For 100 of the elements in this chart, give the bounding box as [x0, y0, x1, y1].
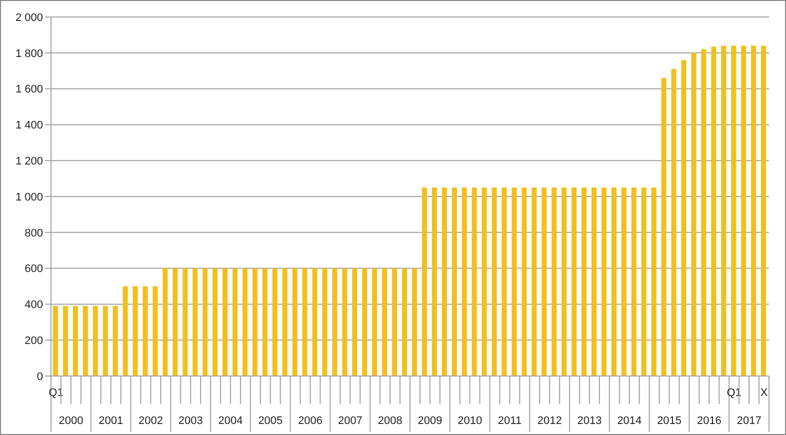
- bar: [372, 268, 378, 376]
- bar: [552, 188, 557, 376]
- bar: [172, 268, 178, 376]
- y-tick-label: 1 600: [15, 84, 43, 96]
- bar: [112, 306, 118, 376]
- bar: [641, 188, 646, 376]
- bar: [502, 188, 507, 376]
- bar: [362, 268, 368, 376]
- bar: [512, 188, 517, 376]
- bar: [601, 188, 606, 376]
- bar: [422, 188, 427, 376]
- bar: [462, 188, 467, 376]
- bar: [532, 188, 537, 376]
- bar: [691, 52, 696, 376]
- text: 2003: [178, 415, 203, 427]
- y-tick-label: 1 400: [15, 120, 43, 132]
- bar: [741, 46, 746, 376]
- bar: [102, 306, 108, 376]
- bar: [252, 268, 258, 376]
- text: 2004: [218, 415, 243, 427]
- bar: [302, 268, 308, 376]
- text: 2001: [98, 415, 124, 427]
- text: 2011: [498, 415, 522, 427]
- bar: [192, 268, 198, 376]
- bar: [142, 286, 148, 376]
- text: 2002: [138, 415, 164, 427]
- y-tick-label: 600: [24, 263, 43, 276]
- y-tick-label: 1 000: [15, 191, 43, 204]
- x-tick-label: Q1: [726, 387, 742, 399]
- bar: [731, 46, 736, 376]
- bar: [342, 268, 348, 376]
- bar: [202, 268, 208, 376]
- bar: [661, 78, 666, 376]
- bar: [182, 268, 188, 376]
- bar: [392, 268, 398, 376]
- y-tick-label: 200: [24, 335, 43, 348]
- text: 2016: [696, 415, 722, 427]
- y-tick-label: 400: [24, 299, 43, 312]
- bar: [681, 60, 686, 376]
- bar: [312, 268, 318, 376]
- bar: [452, 188, 457, 376]
- bar: [572, 188, 577, 376]
- bar: [242, 268, 248, 376]
- bar: [472, 188, 477, 376]
- bar: [711, 46, 716, 376]
- bar: [222, 268, 228, 376]
- bar: [322, 268, 328, 376]
- text: 2009: [418, 415, 442, 427]
- bar: [382, 268, 388, 376]
- bar: [522, 188, 527, 376]
- bar: [402, 268, 408, 376]
- bar: [262, 268, 268, 376]
- text: 2007: [338, 415, 362, 427]
- bar: [671, 69, 676, 376]
- text: 2005: [258, 415, 283, 427]
- bar: [352, 268, 358, 376]
- bar: [432, 188, 437, 376]
- bar: [272, 268, 278, 376]
- bar: [542, 188, 547, 376]
- bar: [92, 306, 98, 376]
- bar: [631, 188, 636, 376]
- bar: [282, 268, 288, 376]
- bar: [442, 188, 447, 376]
- bar: [492, 188, 497, 376]
- bar: [162, 268, 168, 376]
- y-tick-label: 0: [36, 370, 43, 383]
- bar: [562, 188, 567, 376]
- text: 2000: [58, 415, 84, 427]
- text: 2010: [458, 415, 482, 427]
- y-tick-label: 800: [24, 227, 43, 240]
- text: 2017: [736, 415, 762, 427]
- bar: [651, 188, 656, 376]
- bar: [611, 188, 616, 376]
- text: 2006: [298, 415, 323, 427]
- bar: [62, 306, 68, 376]
- bar: [82, 306, 88, 376]
- bar: [621, 188, 626, 376]
- text: 2015: [657, 415, 682, 427]
- bar: [332, 268, 338, 376]
- text: 2012: [537, 415, 562, 427]
- text: 2014: [617, 415, 642, 427]
- text: 2008: [378, 415, 402, 427]
- bar: [292, 268, 298, 376]
- bar: [412, 268, 417, 376]
- bar: [72, 306, 78, 376]
- bar: [152, 286, 158, 376]
- bar: [122, 286, 128, 376]
- bar: [232, 268, 238, 376]
- bar: [482, 188, 487, 376]
- y-tick-label: 1 200: [15, 156, 43, 168]
- bar: [582, 188, 587, 376]
- bar: [701, 49, 706, 376]
- bar: [592, 188, 596, 376]
- bar: [721, 46, 726, 376]
- bar: [751, 46, 756, 376]
- y-tick-label: 2 000: [15, 12, 43, 24]
- text: 2013: [577, 415, 602, 427]
- y-tick-label: 1 800: [15, 48, 43, 60]
- bar: [761, 46, 766, 376]
- x-tick-label: X: [760, 387, 768, 399]
